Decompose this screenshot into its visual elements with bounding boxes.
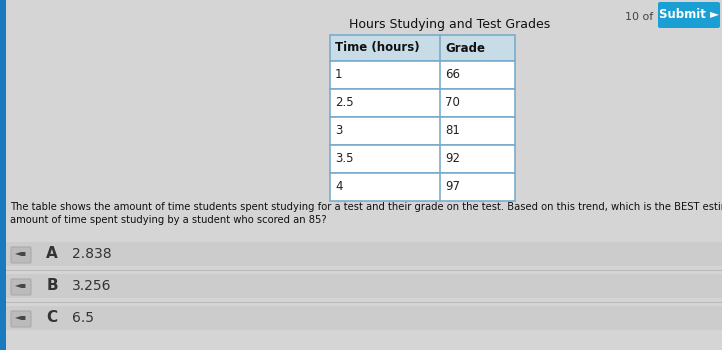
- Bar: [330, 89, 515, 117]
- Bar: [330, 61, 515, 89]
- Bar: [330, 145, 515, 173]
- Bar: [0, 306, 722, 330]
- FancyBboxPatch shape: [658, 2, 720, 28]
- Bar: [0, 274, 722, 298]
- Text: 66: 66: [445, 69, 460, 82]
- Text: 3.5: 3.5: [335, 153, 354, 166]
- Text: 2.838: 2.838: [72, 247, 112, 261]
- Text: 81: 81: [445, 125, 460, 138]
- Text: 92: 92: [445, 153, 460, 166]
- Text: amount of time spent studying by a student who scored an 85?: amount of time spent studying by a stude…: [10, 215, 326, 225]
- Text: 10 of 10: 10 of 10: [625, 12, 671, 22]
- Text: C: C: [46, 310, 58, 326]
- Text: 1: 1: [335, 69, 342, 82]
- Text: ◄▪: ◄▪: [15, 314, 27, 322]
- Text: The table shows the amount of time students spent studying for a test and their : The table shows the amount of time stude…: [10, 202, 722, 212]
- Text: 4: 4: [335, 181, 342, 194]
- FancyBboxPatch shape: [11, 279, 31, 295]
- Text: Hours Studying and Test Grades: Hours Studying and Test Grades: [349, 18, 551, 31]
- Text: Submit ►: Submit ►: [659, 8, 719, 21]
- FancyBboxPatch shape: [11, 311, 31, 327]
- FancyBboxPatch shape: [11, 247, 31, 263]
- Text: Time (hours): Time (hours): [335, 42, 419, 55]
- Text: 97: 97: [445, 181, 460, 194]
- Text: 3: 3: [335, 125, 342, 138]
- Text: A: A: [46, 246, 58, 261]
- Text: B: B: [46, 279, 58, 294]
- Text: ◄▪: ◄▪: [15, 250, 27, 259]
- Bar: [330, 173, 515, 201]
- Bar: [330, 117, 515, 145]
- Text: 70: 70: [445, 97, 460, 110]
- Text: 3.256: 3.256: [72, 279, 111, 293]
- Text: 2.5: 2.5: [335, 97, 354, 110]
- Bar: [0, 242, 722, 266]
- Bar: [0, 0, 6, 350]
- Bar: [330, 35, 515, 61]
- Text: Grade: Grade: [445, 42, 485, 55]
- Text: 6.5: 6.5: [72, 311, 94, 325]
- Text: ◄▪: ◄▪: [15, 281, 27, 290]
